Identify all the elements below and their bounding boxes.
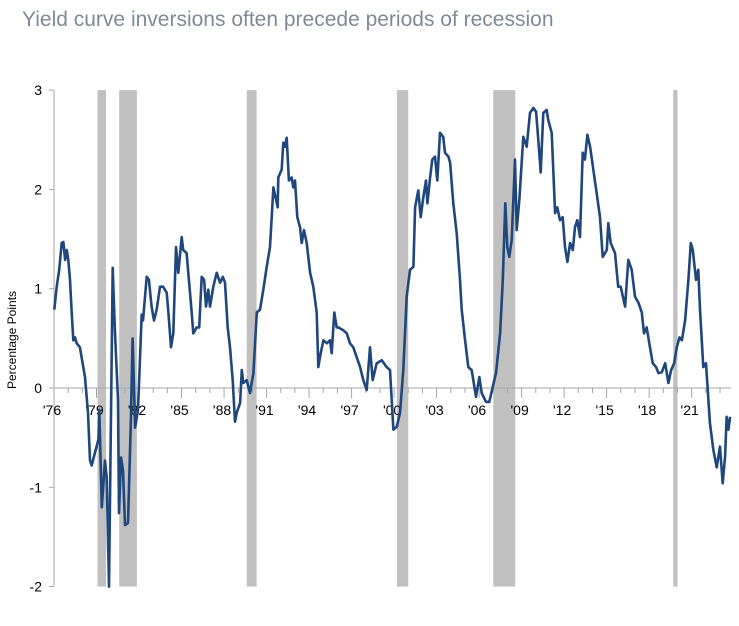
x-tick-label: '18	[638, 402, 656, 418]
yield-spread-line	[53, 106, 732, 588]
x-tick-label: '94	[298, 402, 316, 418]
y-tick-label: 2	[34, 181, 42, 197]
x-tick-label: '06	[468, 402, 486, 418]
x-tick-label: '97	[340, 402, 358, 418]
recession-band	[673, 90, 678, 587]
recession-band	[396, 90, 409, 587]
x-tick-label: '88	[213, 402, 231, 418]
y-tick-label: -2	[30, 579, 43, 595]
recession-band	[97, 90, 107, 587]
y-tick-label: 3	[34, 82, 42, 98]
x-tick-label: '76	[43, 402, 61, 418]
x-tick-label: '12	[553, 402, 571, 418]
recession-bands	[97, 90, 678, 587]
recession-band	[119, 90, 137, 587]
y-tick-label: 1	[34, 281, 42, 297]
x-tick-label: '91	[255, 402, 273, 418]
series-layer	[53, 106, 732, 588]
recession-band	[493, 90, 516, 587]
x-tick-label: '15	[596, 402, 614, 418]
y-tick-label: 0	[34, 380, 42, 396]
chart-title: Yield curve inversions often precede per…	[22, 8, 554, 31]
recession-band	[246, 90, 257, 587]
x-tick-label: '21	[681, 402, 699, 418]
y-axis-title: Percentage Points	[5, 291, 19, 389]
x-tick-label: '85	[170, 402, 188, 418]
y-tick-label: -1	[30, 479, 43, 495]
x-tick-label: '03	[425, 402, 443, 418]
x-tick-label: '09	[510, 402, 528, 418]
